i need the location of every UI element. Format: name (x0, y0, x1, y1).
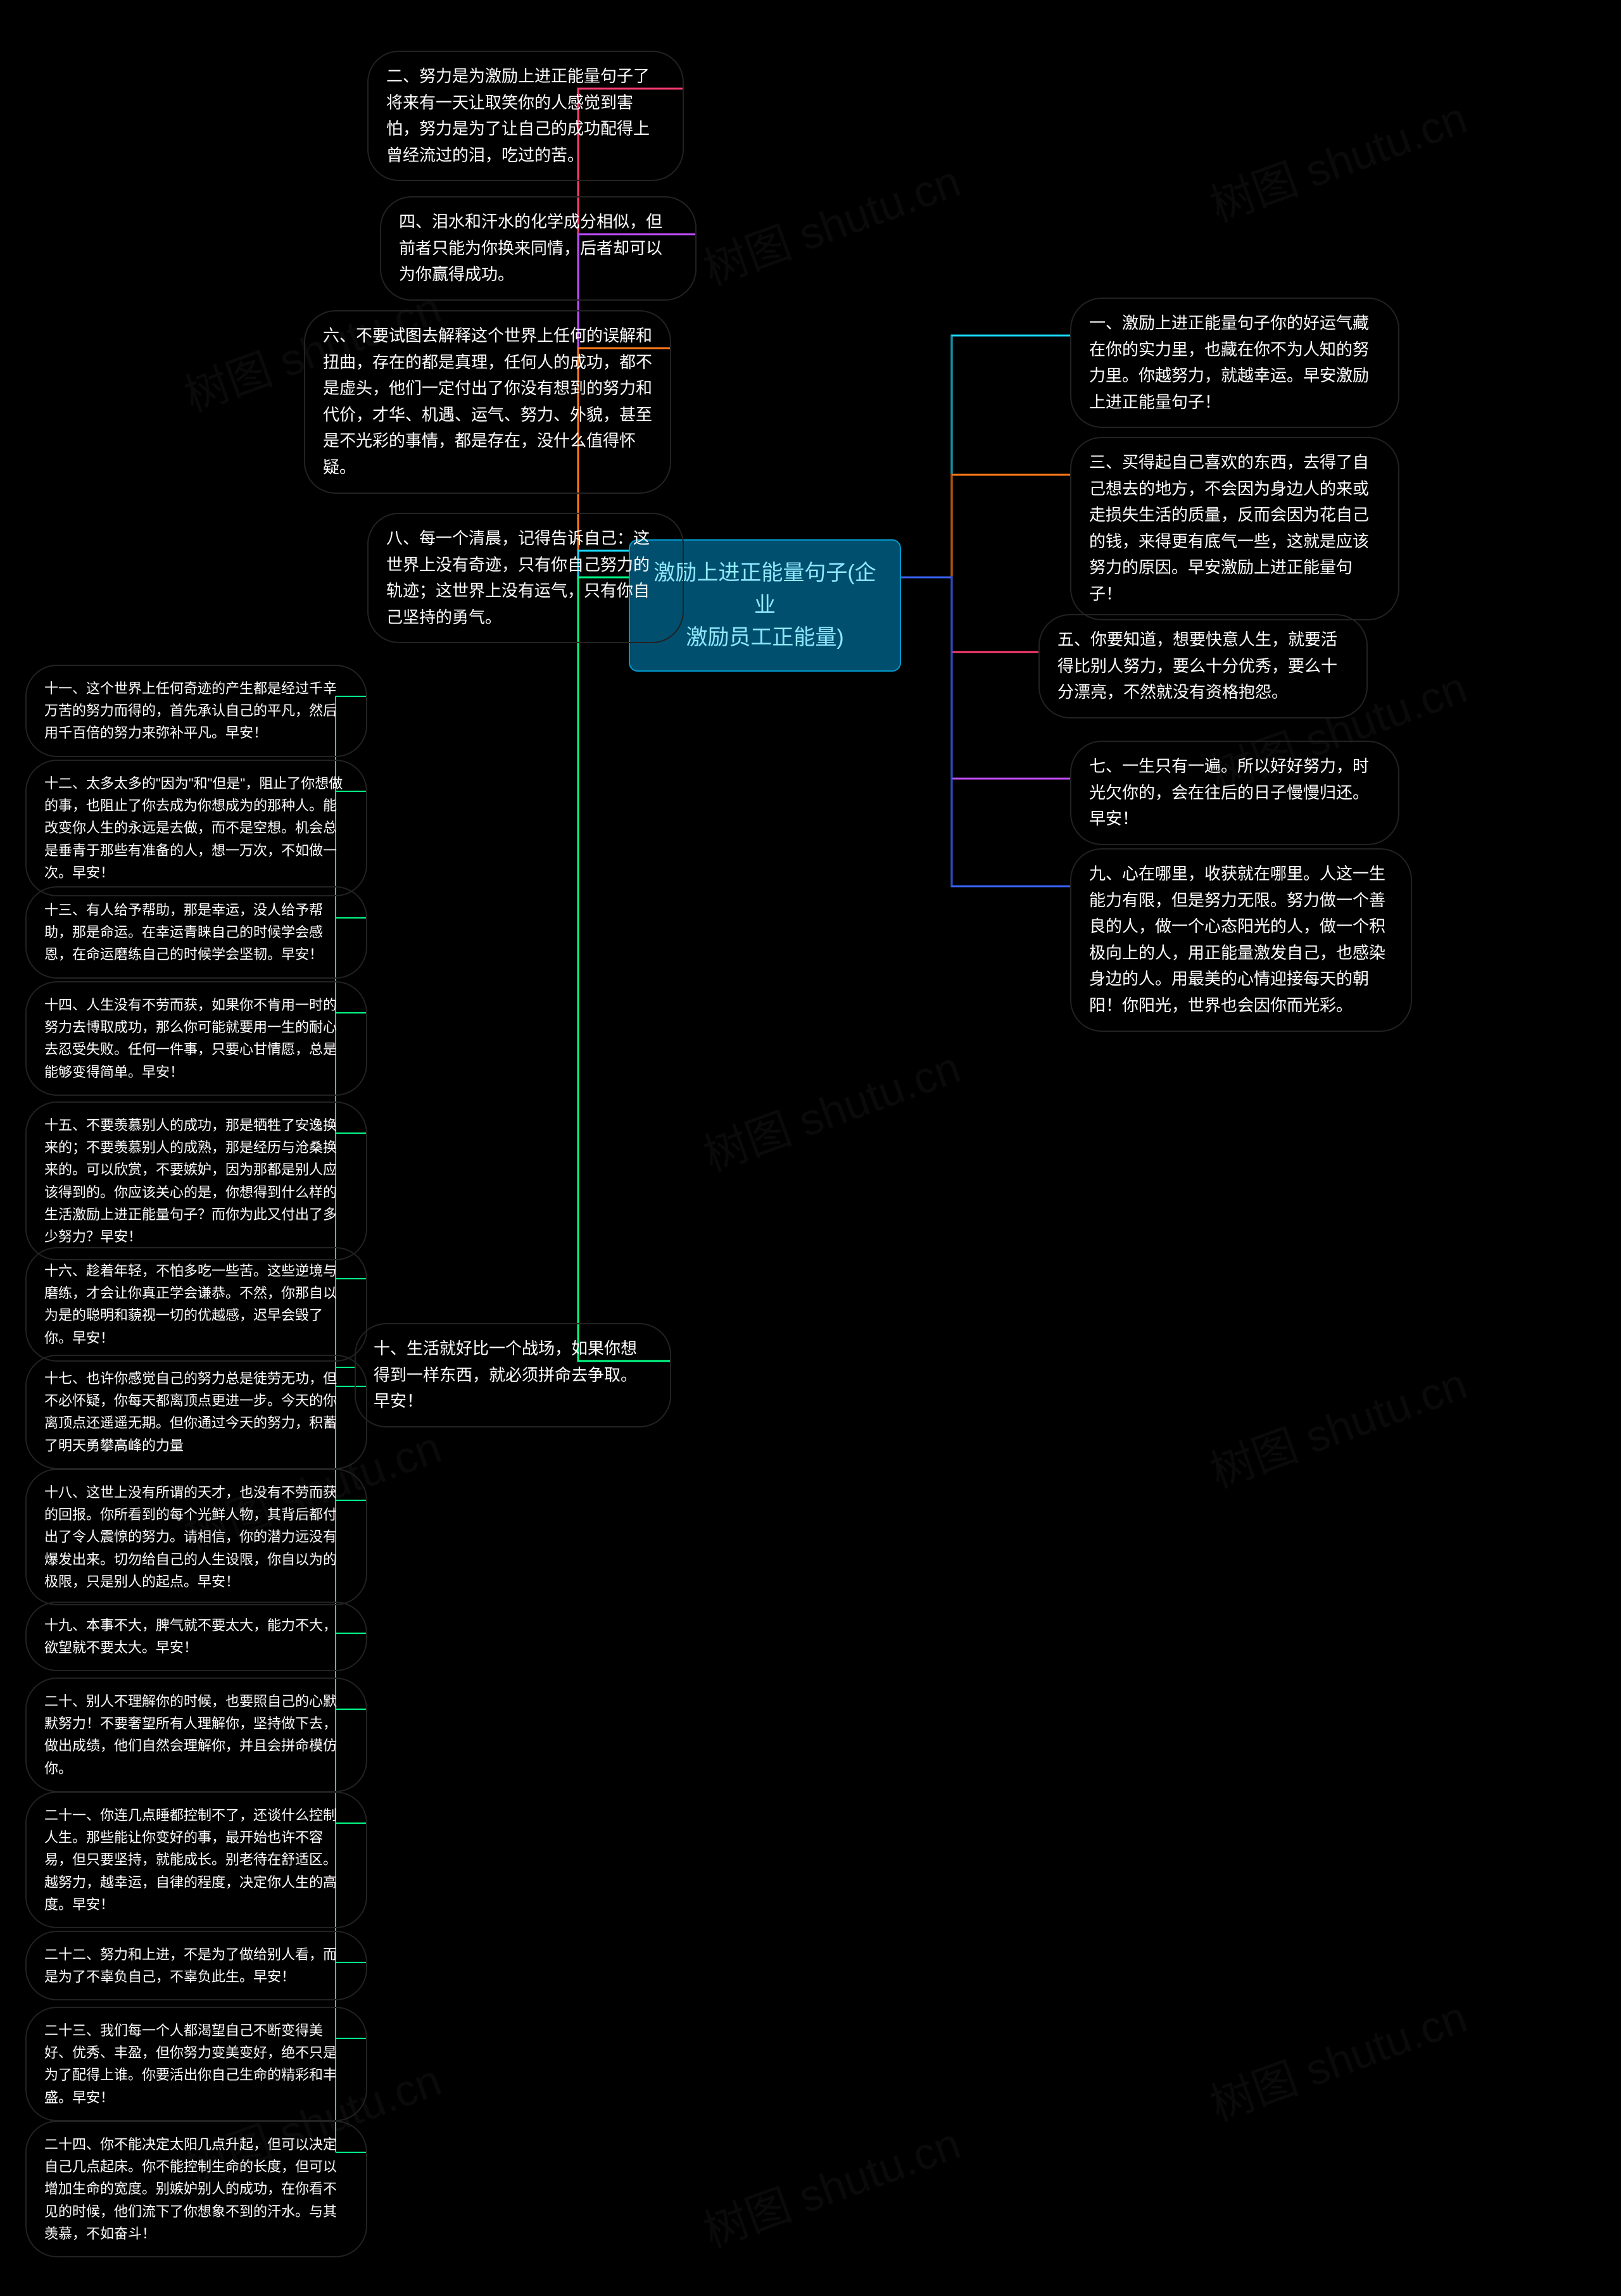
watermark: 树图 shutu.cn (694, 146, 968, 298)
watermark: 树图 shutu.cn (1201, 83, 1475, 235)
left-leaf: 十三、有人给予帮助，那是幸运，没人给予帮助，那是命运。在幸运青睐自己的时候学会感… (25, 886, 367, 979)
right-branch: 一、激励上进正能量句子你的好运气藏在你的实力里，也藏在你不为人知的努力里。你越努… (1070, 298, 1399, 428)
left-leaf: 二十二、努力和上进，不是为了做给别人看，而是为了不辜负自己，不辜负此生。早安！ (25, 1931, 367, 2000)
left-leaf: 十四、人生没有不劳而获，如果你不肯用一时的努力去博取成功，那么你可能就要用一生的… (25, 981, 367, 1096)
right-branch: 九、心在哪里，收获就在哪里。人这一生能力有限，但是努力无限。努力做一个善良的人，… (1070, 848, 1412, 1032)
right-branch: 五、你要知道，想要快意人生，就要活得比别人努力，要么十分优秀，要么十分漂亮，不然… (1038, 614, 1368, 718)
watermark: 树图 shutu.cn (694, 2109, 968, 2261)
left-mid: 八、每一个清晨，记得告诉自己：这世界上没有奇迹，只有你自己努力的轨迹；这世界上没… (367, 513, 684, 643)
left-mid: 二、努力是为激励上进正能量句子了将来有一天让取笑你的人感觉到害怕，努力是为了让自… (367, 51, 684, 181)
left-leaf: 十八、这世上没有所谓的天才，也没有不劳而获的回报。你所看到的每个光鲜人物，其背后… (25, 1469, 367, 1605)
left-leaf: 十二、太多太多的"因为"和"但是"，阻止了你想做的事，也阻止了你去成为你想成为的… (25, 760, 367, 896)
left-mid: 四、泪水和汗水的化学成分相似，但前者只能为你换来同情，后者却可以为你赢得成功。 (380, 196, 697, 301)
left-leaf: 十七、也许你感觉自己的努力总是徒劳无功，但不必怀疑，你每天都离顶点更进一步。今天… (25, 1355, 367, 1469)
left-leaf: 十一、这个世界上任何奇迹的产生都是经过千辛万苦的努力而得的，首先承认自己的平凡，… (25, 665, 367, 757)
watermark: 树图 shutu.cn (1201, 1982, 1475, 2134)
left-leaf: 二十、别人不理解你的时候，也要照自己的心默默努力！不要奢望所有人理解你，坚持做下… (25, 1678, 367, 1792)
right-branch: 七、一生只有一遍。所以好好努力，时光欠你的，会在往后的日子慢慢归还。早安！ (1070, 741, 1399, 845)
left-leaf: 二十一、你连几点睡都控制不了，还谈什么控制人生。那些能让你变好的事，最开始也许不… (25, 1791, 367, 1928)
watermark: 树图 shutu.cn (1201, 1349, 1475, 1501)
right-branch: 三、买得起自己喜欢的东西，去得了自己想去的地方，不会因为身边人的来或走损失生活的… (1070, 437, 1399, 620)
watermark: 树图 shutu.cn (694, 1032, 968, 1184)
left-leaf: 二十三、我们每一个人都渴望自己不断变得美好、优秀、丰盈，但你努力变美变好，绝不只… (25, 2007, 367, 2121)
left-leaf: 二十四、你不能决定太阳几点升起，但可以决定自己几点起床。你不能控制生命的长度，但… (25, 2121, 367, 2257)
mindmap-canvas: 树图 shutu.cn 树图 shutu.cn 树图 shutu.cn 树图 shut… (0, 0, 1621, 2296)
left-leaf: 十六、趁着年轻，不怕多吃一些苦。这些逆境与磨练，才会让你真正学会谦恭。不然，你那… (25, 1247, 367, 1362)
left-mid: 六、不要试图去解释这个世界上任何的误解和扭曲，存在的都是真理，任何人的成功，都不… (304, 310, 671, 494)
left-mid: 十、生活就好比一个战场，如果你想得到一样东西，就必须拼命去争取。早安！ (355, 1323, 671, 1427)
left-leaf: 十九、本事不大，脾气就不要太大，能力不大，欲望就不要太大。早安！ (25, 1602, 367, 1671)
left-leaf: 十五、不要羡慕别人的成功，那是牺牲了安逸换来的；不要羡慕别人的成熟，那是经历与沧… (25, 1101, 367, 1260)
